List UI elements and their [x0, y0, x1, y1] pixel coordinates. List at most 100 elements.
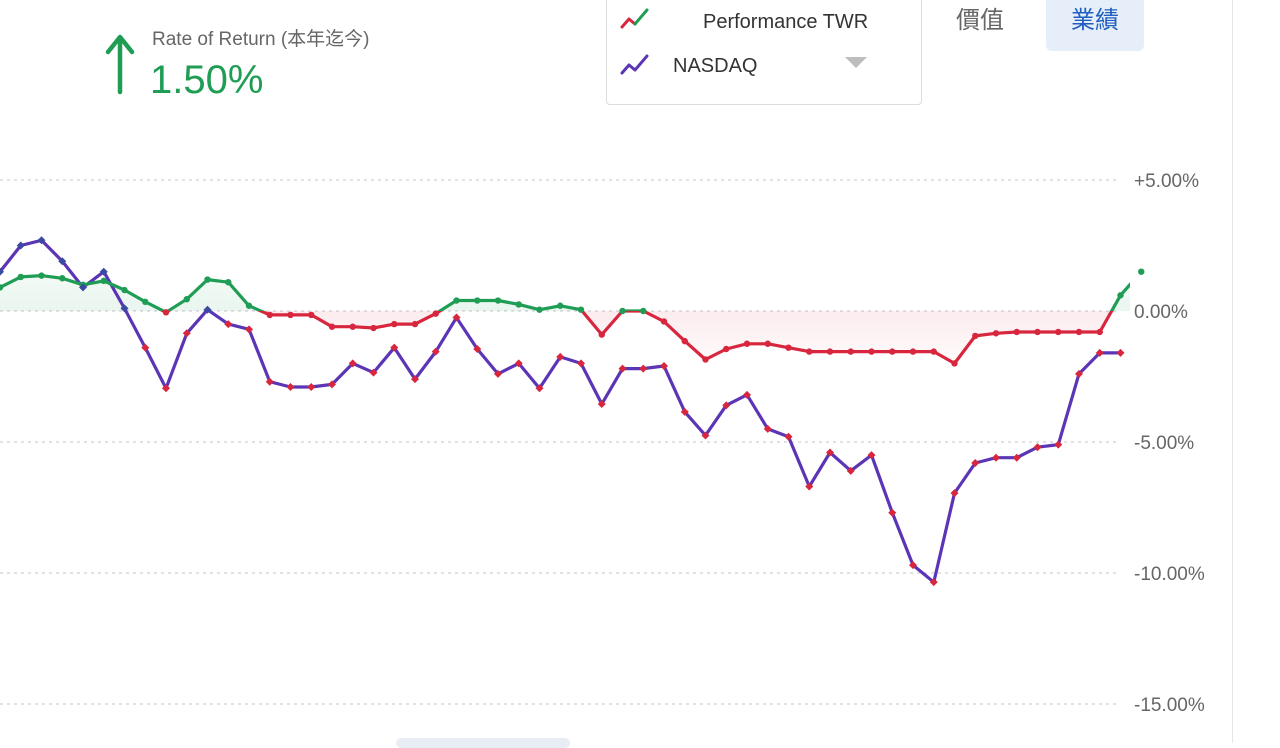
data-point-nasdaq [348, 359, 357, 368]
data-point-nasdaq [328, 380, 336, 389]
series-line-nasdaq [0, 238, 1121, 584]
rate-of-return-value: 1.50% [150, 58, 264, 102]
data-point-nasdaq [16, 241, 25, 250]
data-point-nasdaq [411, 375, 419, 384]
data-point-performance-twr [1034, 328, 1041, 336]
tab-performance[interactable]: 業績 [1046, 0, 1144, 51]
negative-area-fill [0, 311, 1130, 364]
data-point-performance-twr [992, 330, 1000, 337]
data-point-performance-twr [453, 297, 460, 304]
data-point-nasdaq [1033, 443, 1042, 452]
y-tick-label: -10.00% [1134, 564, 1205, 585]
data-point-performance-twr [660, 318, 668, 325]
data-point-nasdaq [660, 362, 668, 371]
line-chart-purple-icon [620, 54, 649, 75]
line-chart-green-red-icon [620, 8, 649, 29]
bottom-scroll-handle[interactable] [396, 738, 570, 748]
data-point-nasdaq [971, 458, 980, 467]
data-point-performance-twr [1055, 328, 1062, 336]
data-point-nasdaq [182, 329, 191, 338]
data-point-nasdaq [99, 267, 108, 276]
data-point-nasdaq [743, 390, 751, 399]
panel-right-border [1232, 0, 1233, 743]
data-point-performance-twr [245, 302, 253, 309]
data-point-performance-twr [681, 337, 688, 345]
data-point-performance-twr [38, 272, 45, 279]
data-point-nasdaq [909, 561, 917, 570]
data-point-performance-twr [972, 332, 979, 340]
data-point-nasdaq [1095, 348, 1104, 357]
data-point-performance-twr [1013, 328, 1020, 336]
data-point-nasdaq [805, 482, 814, 491]
legend-item-performance-twr[interactable]: Performance TWR [607, 0, 921, 37]
data-point-performance-twr [577, 306, 585, 313]
data-point-nasdaq [1075, 369, 1083, 378]
rate-of-return-label: Rate of Return (本年迄今) [152, 29, 370, 50]
data-point-nasdaq [120, 304, 129, 313]
data-point-nasdaq [514, 359, 523, 368]
data-point-performance-twr [536, 306, 543, 313]
data-point-performance-twr [225, 278, 232, 286]
data-point-performance-twr [17, 273, 24, 281]
series-line-performance-twr-negative [159, 311, 1114, 365]
data-point-nasdaq [1116, 348, 1125, 357]
data-point-nasdaq [722, 401, 731, 410]
data-point-nasdaq [203, 305, 212, 314]
data-point-nasdaq [494, 369, 502, 378]
y-tick-label: -15.00% [1134, 695, 1205, 716]
data-point-performance-twr [370, 324, 377, 332]
positive-area-fill [0, 275, 1130, 311]
data-point-nasdaq [763, 424, 772, 433]
data-point-nasdaq [929, 578, 938, 587]
y-tick-label: +5.00% [1134, 171, 1199, 192]
caret-down-icon[interactable] [845, 57, 867, 68]
data-point-performance-twr [826, 348, 834, 355]
data-point-nasdaq [680, 407, 689, 416]
data-point-performance-twr [411, 320, 419, 328]
data-point-nasdaq [37, 236, 46, 245]
data-point-nasdaq [245, 325, 253, 334]
data-point-nasdaq [224, 320, 233, 329]
data-point-performance-twr [640, 307, 647, 315]
data-point-performance-twr [0, 284, 4, 291]
data-point-nasdaq [452, 313, 461, 322]
data-point-nasdaq [58, 257, 67, 266]
data-point-nasdaq [431, 347, 440, 356]
data-point-performance-twr [619, 307, 626, 315]
data-point-nasdaq [867, 451, 876, 460]
data-point-nasdaq [950, 489, 959, 498]
data-point-performance-twr [183, 296, 190, 303]
up-arrow-icon [105, 34, 135, 95]
data-point-performance-twr [100, 277, 107, 285]
data-point-performance-twr [308, 311, 315, 319]
data-point-nasdaq [784, 432, 793, 441]
data-point-nasdaq [992, 453, 1000, 462]
data-point-performance-twr [328, 323, 336, 330]
legend-label-nasdaq: NASDAQ [673, 55, 758, 77]
data-point-performance-twr [764, 340, 771, 347]
data-point-nasdaq [1054, 440, 1063, 449]
data-point-performance-twr [391, 320, 398, 328]
data-point-performance-twr [598, 331, 605, 338]
data-point-performance-twr [702, 356, 709, 363]
data-point-nasdaq [556, 352, 565, 361]
tab-value[interactable]: 價值 [956, 7, 1004, 34]
data-point-performance-twr [1075, 328, 1083, 336]
data-point-performance-twr [1117, 292, 1124, 299]
data-point-nasdaq [618, 364, 627, 373]
data-point-performance-twr [557, 302, 564, 309]
data-point-performance-twr [1096, 328, 1103, 336]
data-point-performance-twr [723, 345, 730, 353]
data-point-nasdaq [846, 466, 855, 475]
data-point-performance-twr [743, 340, 751, 347]
data-point-nasdaq [141, 343, 150, 352]
legend-label-performance-twr: Performance TWR [703, 11, 869, 33]
legend-item-nasdaq[interactable]: NASDAQ [607, 43, 921, 83]
data-point-nasdaq [162, 384, 170, 393]
data-point-nasdaq [701, 431, 710, 440]
series-legend-selector[interactable]: Performance TWR NASDAQ [606, 0, 922, 105]
data-point-performance-twr [162, 309, 170, 316]
data-point-performance-twr [930, 348, 937, 355]
data-point-nasdaq [79, 283, 87, 292]
